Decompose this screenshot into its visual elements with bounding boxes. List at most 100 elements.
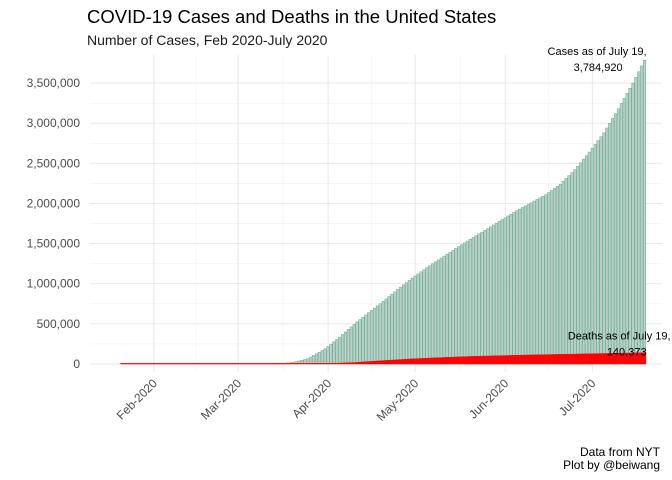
cases-bar xyxy=(611,118,615,365)
deaths-bar xyxy=(280,363,284,365)
cases-bar xyxy=(561,181,565,365)
cases-bar xyxy=(451,250,455,365)
cases-bar xyxy=(416,273,420,365)
deaths-bar xyxy=(312,363,316,365)
deaths-bar xyxy=(584,353,589,365)
cases-bar xyxy=(439,257,443,365)
cases-bar xyxy=(404,282,409,365)
deaths-bar xyxy=(402,359,406,365)
cases-bar xyxy=(381,301,385,365)
deaths-bar xyxy=(590,353,594,365)
deaths-bar xyxy=(146,363,150,365)
cases-bar xyxy=(338,336,342,365)
deaths-bar xyxy=(428,357,432,365)
deaths-bar xyxy=(184,363,188,365)
deaths-bar xyxy=(132,363,136,365)
deaths-bar xyxy=(320,363,324,365)
deaths-bar xyxy=(306,363,310,365)
deaths-bar xyxy=(471,356,475,365)
deaths-bar xyxy=(558,354,562,365)
deaths-bar xyxy=(375,360,379,365)
y-axis-ticks: 0 500,000 1,000,000 1,500,000 2,000,000 2,500… xyxy=(27,76,81,371)
cases-bar xyxy=(483,230,487,365)
deaths-bar xyxy=(631,352,635,365)
deaths-bar xyxy=(605,353,609,365)
deaths-bar xyxy=(190,363,194,365)
deaths-bar xyxy=(358,361,362,365)
cases-bar xyxy=(538,197,542,365)
deaths-bar xyxy=(271,363,275,365)
deaths-bar xyxy=(625,352,629,365)
cases-annotation-line1: Cases as of July 19, xyxy=(548,46,647,58)
deaths-bar xyxy=(483,355,487,365)
cases-bar xyxy=(387,296,391,365)
deaths-bar xyxy=(512,355,516,365)
deaths-bar xyxy=(410,358,414,365)
deaths-bar xyxy=(137,363,141,365)
deaths-bar xyxy=(529,354,533,365)
deaths-bar xyxy=(573,353,577,365)
cases-bar xyxy=(448,252,452,365)
deaths-bar xyxy=(480,355,484,365)
deaths-bar xyxy=(489,355,493,365)
deaths-bar xyxy=(518,354,522,365)
cases-bar xyxy=(361,317,365,365)
x-tick-label: May-2020 xyxy=(374,376,422,424)
deaths-bar xyxy=(335,362,339,365)
deaths-bar xyxy=(521,354,525,365)
cases-bar xyxy=(494,222,499,365)
deaths-bar xyxy=(364,361,368,365)
cases-bar xyxy=(526,204,530,365)
cases-bar xyxy=(515,210,519,365)
cases-bar xyxy=(390,293,394,365)
deaths-bar xyxy=(492,355,496,365)
deaths-bar xyxy=(436,357,440,365)
cases-bars xyxy=(120,59,647,365)
cases-bar xyxy=(634,77,638,365)
deaths-bar xyxy=(323,363,327,365)
cases-bar xyxy=(384,298,388,365)
cases-bar xyxy=(544,194,548,365)
cases-bar xyxy=(614,113,618,365)
deaths-bar xyxy=(404,358,409,365)
deaths-bar xyxy=(367,361,371,365)
cases-bar xyxy=(506,215,510,365)
deaths-bar xyxy=(192,363,197,365)
cases-bar xyxy=(602,132,606,365)
deaths-bar xyxy=(245,363,249,365)
caption-credit: Plot by @beiwang xyxy=(563,458,660,472)
cases-bar xyxy=(436,259,440,365)
deaths-bar xyxy=(576,353,580,365)
deaths-bar xyxy=(242,363,246,365)
cases-bar xyxy=(367,312,371,365)
deaths-bar xyxy=(134,363,138,365)
cases-bar xyxy=(512,212,516,365)
x-tick-label: Mar-2020 xyxy=(198,376,244,422)
cases-bar xyxy=(442,255,446,365)
deaths-bar xyxy=(550,354,554,365)
deaths-bar xyxy=(341,362,345,365)
deaths-bar xyxy=(222,363,226,365)
cases-bar xyxy=(550,190,554,365)
cases-bar xyxy=(558,183,562,365)
deaths-bar xyxy=(207,363,211,365)
deaths-bar xyxy=(352,362,356,365)
deaths-bar xyxy=(622,352,626,365)
caption: Data from NYT Plot by @beiwang xyxy=(563,446,660,472)
cases-bar xyxy=(341,334,345,365)
deaths-bar xyxy=(373,360,377,365)
deaths-bar xyxy=(634,352,638,365)
deaths-bar xyxy=(224,363,228,365)
deaths-bar xyxy=(274,363,278,365)
y-tick-label: 2,000,000 xyxy=(27,196,81,210)
cases-bar xyxy=(373,307,377,365)
deaths-bar xyxy=(291,363,295,365)
deaths-bar xyxy=(123,363,127,365)
deaths-bar xyxy=(230,363,234,365)
cases-bar xyxy=(608,122,612,365)
deaths-annotation-line2: 140,373 xyxy=(607,347,647,359)
deaths-bar xyxy=(399,359,403,365)
deaths-bar xyxy=(163,363,168,365)
deaths-bar xyxy=(294,363,298,365)
